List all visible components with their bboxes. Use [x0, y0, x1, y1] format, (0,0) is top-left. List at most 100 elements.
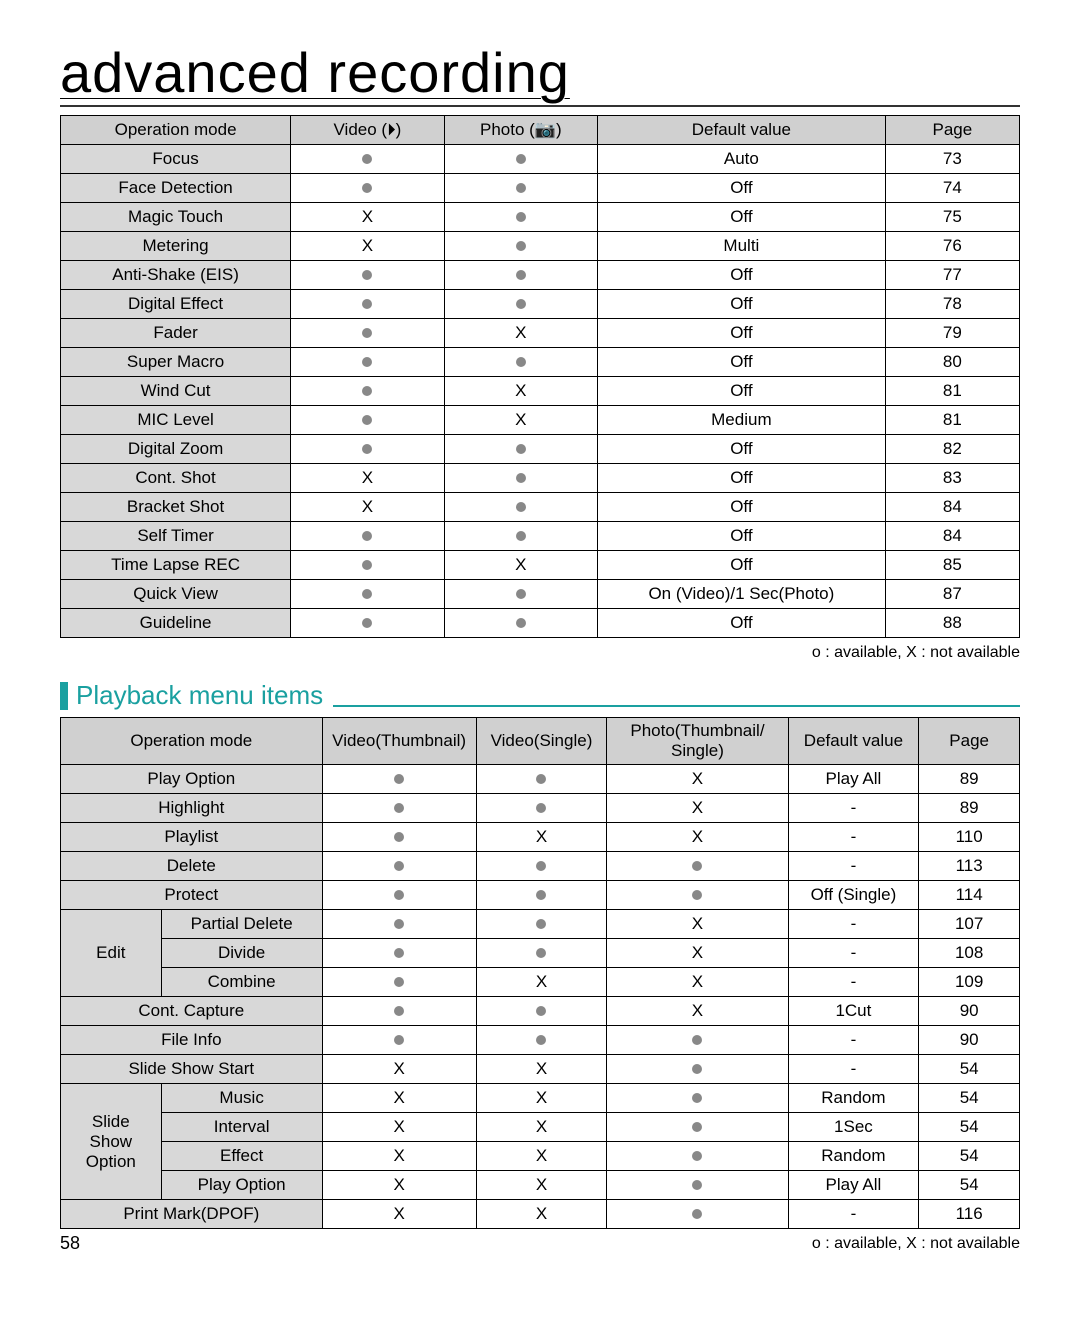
table-cell: - [788, 968, 919, 997]
available-dot [536, 948, 546, 958]
table-cell: X [322, 1171, 476, 1200]
table-cell: Playlist [61, 823, 323, 852]
table-cell: Off [598, 174, 886, 203]
available-dot [536, 890, 546, 900]
table-cell: Effect [161, 1142, 322, 1171]
table-cell: 116 [919, 1200, 1020, 1229]
table-cell: Guideline [61, 609, 291, 638]
table-cell [291, 377, 444, 406]
available-dot [516, 618, 526, 628]
table-cell [444, 493, 597, 522]
table-cell: Off [598, 319, 886, 348]
table-cell: X [607, 823, 788, 852]
table-cell: 90 [919, 997, 1020, 1026]
available-dot [362, 328, 372, 338]
available-dot [516, 502, 526, 512]
table-cell [444, 348, 597, 377]
table-cell [291, 551, 444, 580]
table-cell: On (Video)/1 Sec(Photo) [598, 580, 886, 609]
table-cell: MIC Level [61, 406, 291, 435]
available-dot [362, 618, 372, 628]
table-cell: Cont. Capture [61, 997, 323, 1026]
table-cell: Focus [61, 145, 291, 174]
table-cell: Auto [598, 145, 886, 174]
table-cell [607, 1113, 788, 1142]
table-cell: 76 [885, 232, 1019, 261]
available-dot [536, 803, 546, 813]
table-cell [291, 174, 444, 203]
table-cell: Bracket Shot [61, 493, 291, 522]
table-cell: X [476, 1171, 607, 1200]
table-cell: 1Sec [788, 1113, 919, 1142]
available-dot [394, 832, 404, 842]
table-cell: 54 [919, 1142, 1020, 1171]
available-dot [394, 890, 404, 900]
available-dot [362, 415, 372, 425]
col-header: Default value [598, 116, 886, 145]
table-cell: Fader [61, 319, 291, 348]
table-cell: Divide [161, 939, 322, 968]
table-cell: 54 [919, 1113, 1020, 1142]
available-dot [516, 473, 526, 483]
table-cell [607, 852, 788, 881]
table-cell [476, 910, 607, 939]
table-cell: 54 [919, 1171, 1020, 1200]
table-cell [444, 261, 597, 290]
available-dot [394, 1035, 404, 1045]
table-cell: 114 [919, 881, 1020, 910]
table-cell: - [788, 910, 919, 939]
table-cell: Face Detection [61, 174, 291, 203]
table-cell [444, 522, 597, 551]
table-cell: X [291, 232, 444, 261]
table-cell: - [788, 1200, 919, 1229]
table-cell: Random [788, 1084, 919, 1113]
page-title: advanced recording [60, 40, 1020, 107]
table-cell: - [788, 1026, 919, 1055]
table-cell [322, 794, 476, 823]
table-cell: Quick View [61, 580, 291, 609]
table-cell [444, 464, 597, 493]
available-dot [516, 357, 526, 367]
available-dot [362, 183, 372, 193]
table-cell: X [607, 997, 788, 1026]
table-group: SlideShowOption [61, 1084, 162, 1200]
available-dot [692, 1064, 702, 1074]
table-cell [476, 939, 607, 968]
table-cell: 81 [885, 406, 1019, 435]
table-cell: X [291, 493, 444, 522]
table-cell [607, 1142, 788, 1171]
table-cell: Protect [61, 881, 323, 910]
available-dot [536, 1035, 546, 1045]
table-cell [322, 968, 476, 997]
table-cell: X [607, 910, 788, 939]
table-cell: 74 [885, 174, 1019, 203]
table-cell: Off (Single) [788, 881, 919, 910]
table-cell: X [444, 377, 597, 406]
available-dot [394, 977, 404, 987]
table-cell: Wind Cut [61, 377, 291, 406]
col-header: Default value [788, 718, 919, 765]
table-cell: X [444, 406, 597, 435]
available-dot [394, 861, 404, 871]
table-cell: 109 [919, 968, 1020, 997]
table-cell: X [476, 1084, 607, 1113]
table-cell [322, 1026, 476, 1055]
section-header: Playback menu items [60, 680, 1020, 711]
table-cell: Partial Delete [161, 910, 322, 939]
available-dot [692, 1180, 702, 1190]
col-header: Page [919, 718, 1020, 765]
available-dot [692, 861, 702, 871]
table-cell: Anti-Shake (EIS) [61, 261, 291, 290]
table-cell: Play Option [161, 1171, 322, 1200]
table-cell: Off [598, 493, 886, 522]
table-cell [444, 609, 597, 638]
table-cell: X [444, 319, 597, 348]
table-cell [291, 406, 444, 435]
table-cell: Off [598, 522, 886, 551]
table-cell [291, 348, 444, 377]
section-line [333, 705, 1020, 707]
table-cell: File Info [61, 1026, 323, 1055]
table-cell: X [476, 1142, 607, 1171]
table-cell: - [788, 852, 919, 881]
table-cell [444, 580, 597, 609]
